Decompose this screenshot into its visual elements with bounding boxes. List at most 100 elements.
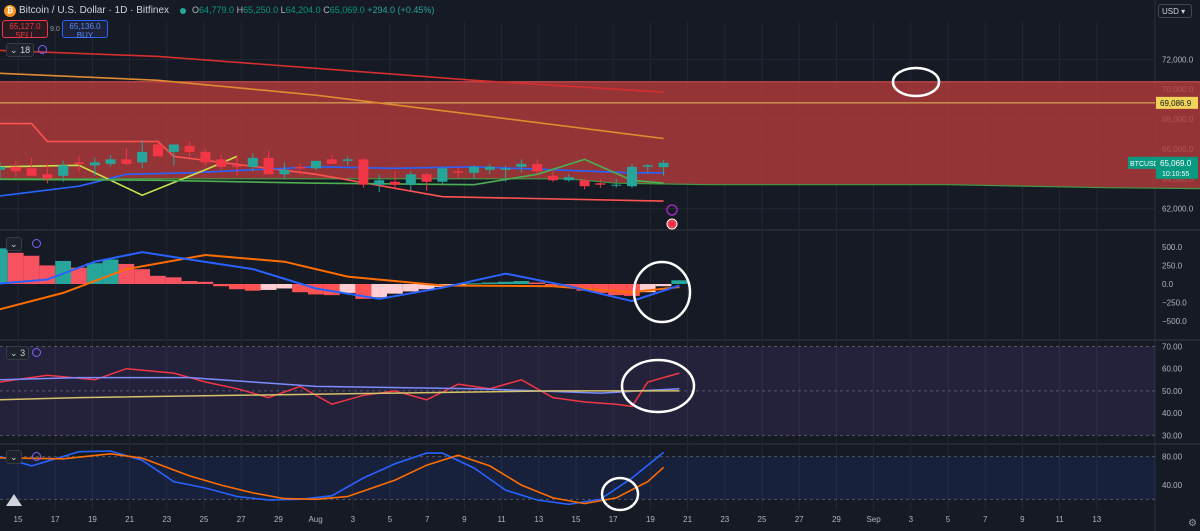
- x-tick-label: 23: [162, 515, 171, 524]
- x-tick-label: 21: [125, 515, 134, 524]
- symbol-title[interactable]: Bitcoin / U.S. Dollar · 1D · Bitfinex: [19, 5, 170, 16]
- x-tick-label: 29: [274, 515, 283, 524]
- gear-icon[interactable]: ⚙: [1188, 518, 1197, 529]
- x-tick-label: 9: [462, 515, 467, 524]
- candle-body: [263, 157, 274, 175]
- price-level-tag: [1156, 96, 1198, 109]
- candle-body: [58, 165, 69, 176]
- macd-histogram-bar: [7, 252, 24, 284]
- sell-price: 65,127.0: [9, 22, 41, 31]
- macd-settings-icon[interactable]: [32, 239, 41, 248]
- x-tick-label: 19: [88, 515, 97, 524]
- ohlc-close-label: C: [323, 5, 330, 15]
- buy-button[interactable]: 65,136.0 BUY: [62, 20, 108, 40]
- candle-body: [137, 151, 148, 163]
- macd-histogram-bar: [466, 283, 482, 285]
- settings-icon[interactable]: [38, 45, 47, 54]
- x-tick-label: 27: [237, 515, 246, 524]
- macd-histogram-bar: [134, 269, 150, 284]
- macd-histogram-bar: [339, 284, 356, 293]
- chevron-down-icon: ⌄: [10, 239, 18, 249]
- macd-histogram-bar: [513, 281, 530, 284]
- y-tick-label: 250.0: [1162, 261, 1183, 270]
- y-tick-label: 60.00: [1162, 365, 1183, 374]
- currency-button[interactable]: USD ▾: [1158, 4, 1192, 18]
- chevron-down-icon: ⌄: [10, 348, 18, 358]
- x-tick-label: 9: [1020, 515, 1025, 524]
- x-tick-label: 15: [14, 515, 23, 524]
- candle-body: [358, 159, 369, 185]
- candle-body: [516, 163, 527, 167]
- macd-histogram-bar: [23, 255, 40, 284]
- x-tick-label: 25: [200, 515, 209, 524]
- y-tick-label: 40.00: [1162, 481, 1183, 490]
- macd-histogram-bar: [481, 282, 498, 284]
- candle-body: [121, 159, 132, 164]
- candle-body: [627, 166, 637, 187]
- circle-stoch-cross: [600, 476, 640, 512]
- macd-histogram-bar: [624, 284, 640, 296]
- buy-price: 65,136.0: [69, 22, 101, 31]
- candle-body: [563, 177, 574, 181]
- macd-histogram-bar: [497, 281, 514, 284]
- candle-body: [453, 171, 464, 173]
- x-tick-label: 25: [758, 515, 767, 524]
- x-tick-label: 27: [795, 515, 804, 524]
- candle-body: [200, 151, 211, 163]
- candle-body: [279, 169, 290, 175]
- event-icon: [666, 204, 678, 216]
- macd-signal-line: [0, 253, 680, 311]
- macd-histogram-bar: [150, 275, 166, 284]
- market-status-icon: [180, 8, 186, 14]
- y-tick-label: 500.0: [1162, 243, 1183, 252]
- candle-body: [405, 174, 416, 185]
- macd-histogram-bar: [608, 284, 624, 296]
- ohlc-close: 65,069.0: [329, 5, 365, 15]
- candle-body: [500, 168, 511, 170]
- ohlc-high-label: H: [236, 5, 244, 15]
- macd-histogram-bar: [529, 282, 545, 284]
- indicators-toggle[interactable]: ⌄ 18: [6, 43, 35, 57]
- chevron-down-icon: ⌄: [10, 45, 18, 55]
- ohlc-open-label: O: [192, 5, 200, 15]
- y-tick-label: 72,000.0: [1162, 55, 1194, 64]
- rsi-panel-toggle[interactable]: ⌄ 3: [6, 346, 30, 360]
- y-tick-label: 0.0: [1162, 280, 1174, 289]
- spread-value: 9.0: [50, 26, 60, 33]
- candle-body: [326, 159, 337, 164]
- macd-histogram-bar: [292, 284, 308, 293]
- macd-histogram-bar: [165, 277, 182, 284]
- candle-body: [311, 160, 321, 169]
- stoch-settings-icon[interactable]: [32, 452, 41, 461]
- candle-body: [469, 166, 479, 173]
- x-tick-label: 13: [1092, 515, 1101, 524]
- y-tick-label: −250.0: [1162, 299, 1187, 308]
- candle-body: [105, 159, 116, 164]
- rsi-line: [0, 376, 680, 394]
- macd-histogram-bar: [418, 284, 435, 290]
- x-tick-label: 17: [609, 515, 618, 524]
- stoch-panel-toggle[interactable]: ⌄: [6, 450, 22, 464]
- ohlc-change: +294.0 (+0.45%): [367, 5, 435, 15]
- macd-histogram-bar: [592, 284, 609, 293]
- candle-body: [10, 166, 21, 172]
- macd-histogram-bar: [197, 281, 214, 284]
- macd-panel-toggle[interactable]: ⌄: [6, 237, 22, 251]
- sell-button[interactable]: 65,127.0 SELL: [2, 20, 48, 40]
- macd-histogram-bar: [260, 284, 277, 290]
- indicator-line: [0, 122, 664, 202]
- rsi-line: [0, 367, 680, 408]
- x-tick-label: 7: [983, 515, 988, 524]
- macd-histogram-bar: [244, 284, 261, 291]
- candle-body: [295, 166, 306, 169]
- rsi-settings-icon[interactable]: [32, 348, 41, 357]
- candle-body: [611, 184, 622, 186]
- x-tick-label: 15: [572, 515, 581, 524]
- macd-histogram-bar: [671, 280, 688, 284]
- y-tick-label: 62,000.0: [1162, 205, 1194, 214]
- ohlc-low: 64,204.0: [285, 5, 321, 15]
- candle-body: [579, 180, 590, 187]
- candle-body: [548, 175, 558, 181]
- symbol-header: ₿ Bitcoin / U.S. Dollar · 1D · Bitfinex …: [0, 0, 1155, 22]
